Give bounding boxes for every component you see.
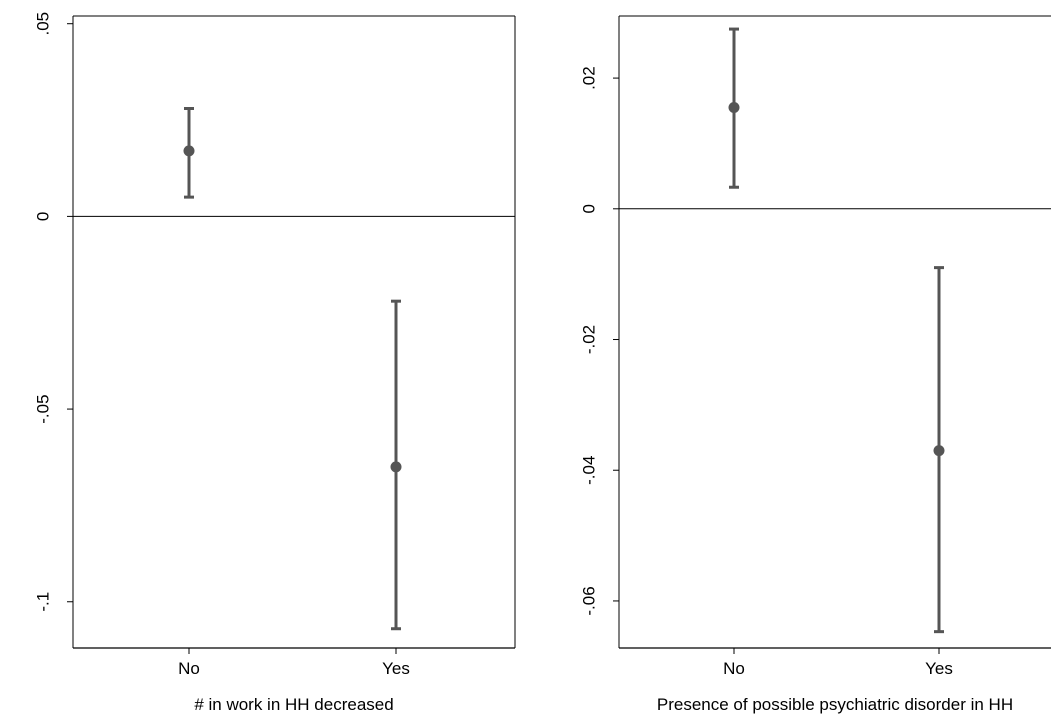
point-estimate xyxy=(728,101,740,113)
x-axis-title: Presence of possible psychiatric disorde… xyxy=(657,695,1013,714)
x-tick-label: Yes xyxy=(925,659,953,678)
left-chart-panel: .05 0 -.05 -.1 No Yes # in work in HH decrease… xyxy=(34,12,516,714)
y-tick-label: -.05 xyxy=(34,394,53,423)
y-tick-label: -.1 xyxy=(34,592,53,612)
point-estimate xyxy=(933,445,945,457)
y-tick-label: .02 xyxy=(580,66,599,90)
right-chart-panel: .02 0 -.02 -.04 -.06 No Yes Presence of possibl… xyxy=(580,15,1051,714)
y-tick-label: 0 xyxy=(34,212,53,221)
x-tick-label: No xyxy=(178,659,200,678)
y-tick-label: 0 xyxy=(580,204,599,213)
x-tick-label: Yes xyxy=(382,659,410,678)
x-axis-title: # in work in HH decreased xyxy=(194,695,393,714)
y-tick-label: -.02 xyxy=(580,325,599,354)
y-tick-label: -.04 xyxy=(580,456,599,485)
point-estimate xyxy=(390,461,402,473)
y-tick-label: .05 xyxy=(34,12,53,36)
y-tick-label: -.06 xyxy=(580,586,599,615)
x-tick-label: No xyxy=(723,659,745,678)
point-estimate xyxy=(183,145,195,157)
